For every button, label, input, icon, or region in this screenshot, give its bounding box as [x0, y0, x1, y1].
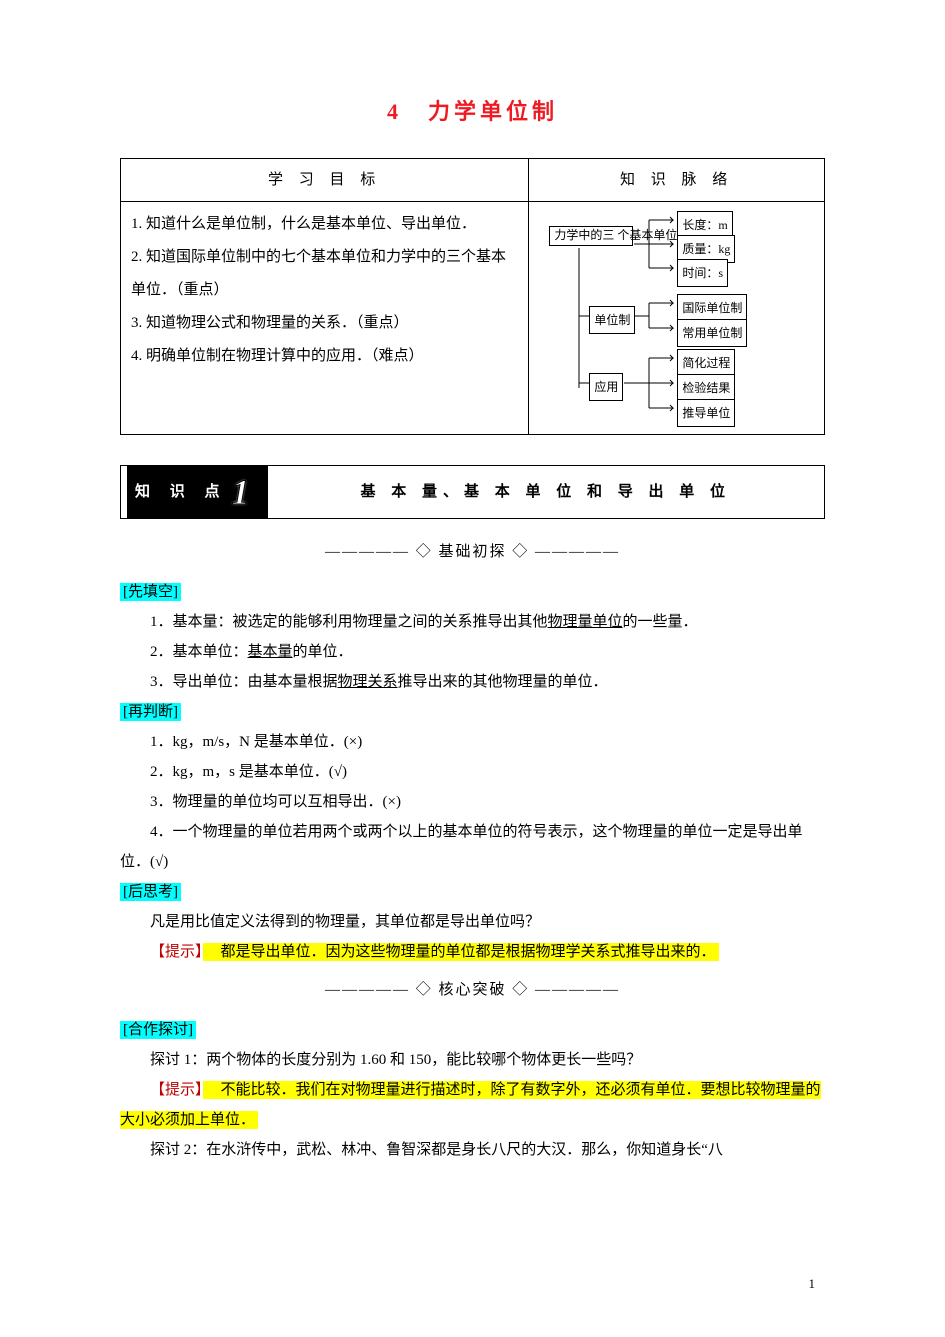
think-question: 凡是用比值定义法得到的物理量，其单位都是导出单位吗？	[120, 907, 825, 937]
diagram-node: 力学中的三 个基本单位	[549, 226, 633, 246]
knowledge-map-diagram: 力学中的三 个基本单位 单位制 应用 长度：m 质量：kg 时间：s 国际单位制…	[539, 208, 799, 428]
diagram-leaf: 常用单位制	[677, 319, 747, 347]
knowledge-point-banner: 知 识 点 1 基 本 量、基 本 单 位 和 导 出 单 位	[120, 465, 825, 519]
blank-underline: 基本量	[248, 644, 293, 660]
objective-item: 4. 明确单位制在物理计算中的应用．（难点）	[131, 340, 518, 373]
tag-explore: [合作探讨]	[120, 1021, 196, 1039]
tip-text: 不能比较．我们在对物理量进行描述时，除了有数字外，还必须有单位．要想比较物理量的…	[120, 1081, 821, 1129]
kp-title: 基 本 量、基 本 单 位 和 导 出 单 位	[268, 466, 824, 518]
tip-label: 【提示】	[150, 1082, 203, 1098]
divider-text: ————— ◇ 基础初探 ◇ —————	[325, 544, 620, 560]
diagram-leaf: 检验结果	[677, 374, 735, 402]
judge-item: 2．kg，m，s 是基本单位．(√)	[120, 757, 825, 787]
section-divider: ————— ◇ 基础初探 ◇ —————	[120, 537, 825, 567]
fill-line: 3．导出单位：由基本量根据物理关系推导出来的其他物理量的单位．	[120, 667, 825, 697]
section-divider: ————— ◇ 核心突破 ◇ —————	[120, 975, 825, 1005]
diagram-node: 应用	[589, 373, 623, 401]
tag-fill: [先填空]	[120, 583, 181, 601]
tip-text: 都是导出单位．因为这些物理量的单位都是根据物理学关系式推导出来的．	[203, 943, 719, 961]
diagram-leaf: 推导单位	[677, 399, 735, 427]
header-table: 学 习 目 标 知 识 脉 络 1. 知道什么是单位制，什么是基本单位、导出单位…	[120, 158, 825, 435]
tip-label: 【提示】	[150, 944, 203, 960]
learning-objectives: 1. 知道什么是单位制，什么是基本单位、导出单位． 2. 知道国际单位制中的七个…	[131, 208, 518, 373]
blank-underline: 物理关系	[338, 674, 398, 690]
objective-item: 1. 知道什么是单位制，什么是基本单位、导出单位．	[131, 208, 518, 241]
think-answer: 【提示】 都是导出单位．因为这些物理量的单位都是根据物理学关系式推导出来的．	[120, 937, 825, 967]
diagram-leaf: 时间：s	[677, 259, 728, 287]
kp-label: 知 识 点	[135, 477, 228, 507]
text: 推导出来的其他物理量的单位．	[398, 674, 608, 690]
judge-item: 3．物理量的单位均可以互相导出．(×)	[120, 787, 825, 817]
header-col1: 学 习 目 标	[121, 159, 529, 202]
text: 的单位．	[293, 644, 353, 660]
explore-a1: 【提示】 不能比较．我们在对物理量进行描述时，除了有数字外，还必须有单位．要想比…	[120, 1075, 825, 1135]
fill-line: 1．基本量：被选定的能够利用物理量之间的关系推导出其他物理量单位的一些量．	[120, 607, 825, 637]
explore-q1: 探讨 1：两个物体的长度分别为 1.60 和 150，能比较哪个物体更长一些吗？	[120, 1045, 825, 1075]
text: 1．基本量：被选定的能够利用物理量之间的关系推导出其他	[150, 614, 548, 630]
diagram-leaf: 国际单位制	[677, 294, 747, 322]
body-content: [先填空] 1．基本量：被选定的能够利用物理量之间的关系推导出其他物理量单位的一…	[120, 577, 825, 1165]
diagram-node: 单位制	[589, 306, 635, 334]
page-title: 4 力学单位制	[120, 90, 825, 134]
tag-judge: [再判断]	[120, 703, 181, 721]
text: 的一些量．	[623, 614, 698, 630]
tag-think: [后思考]	[120, 883, 181, 901]
text: 2．基本单位：	[150, 644, 248, 660]
kp-number: 1	[232, 474, 258, 510]
header-col2: 知 识 脉 络	[529, 159, 825, 202]
explore-q2: 探讨 2：在水浒传中，武松、林冲、鲁智深都是身长八尺的大汉．那么，你知道身长“八	[120, 1135, 825, 1165]
objective-item: 2. 知道国际单位制中的七个基本单位和力学中的三个基本单位．（重点）	[131, 241, 518, 307]
fill-line: 2．基本单位：基本量的单位．	[120, 637, 825, 667]
page-number: 1	[809, 1271, 816, 1297]
objective-item: 3. 知道物理公式和物理量的关系．（重点）	[131, 307, 518, 340]
judge-item: 1．kg，m/s，N 是基本单位．(×)	[120, 727, 825, 757]
text: 3．导出单位：由基本量根据	[150, 674, 338, 690]
divider-text: ————— ◇ 核心突破 ◇ —————	[325, 982, 620, 998]
diagram-leaf: 简化过程	[677, 349, 735, 377]
kp-badge: 知 识 点 1	[121, 466, 268, 518]
blank-underline: 物理量单位	[548, 614, 623, 630]
judge-item: 4．一个物理量的单位若用两个或两个以上的基本单位的符号表示，这个物理量的单位一定…	[120, 817, 825, 877]
